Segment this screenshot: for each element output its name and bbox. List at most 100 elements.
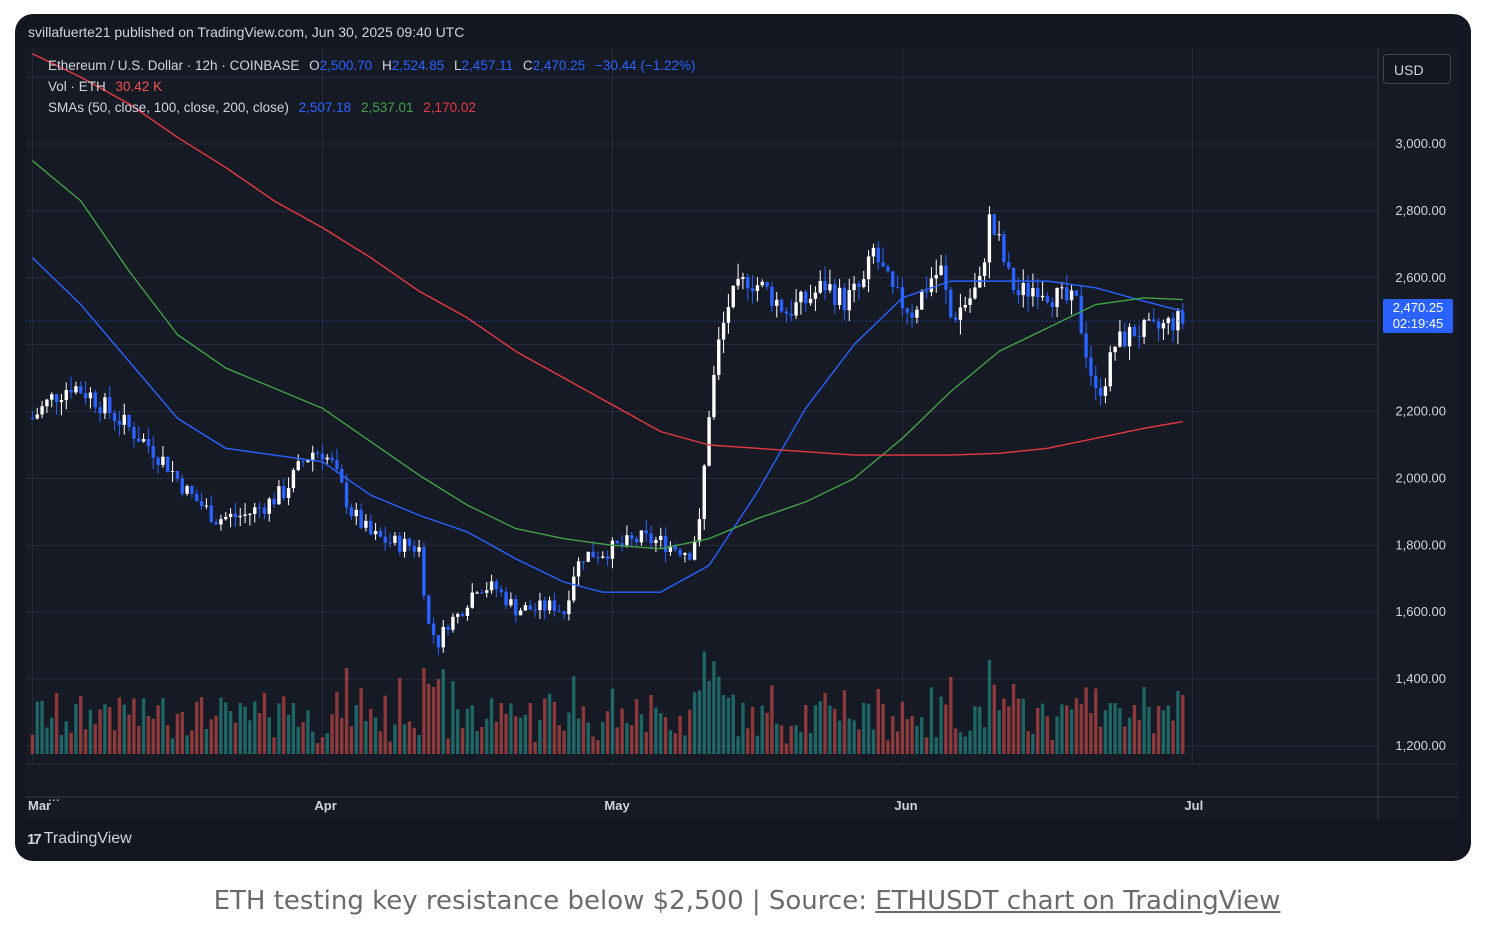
sma-label[interactable]: SMAs (50, close, 100, close, 200, close) (48, 100, 289, 115)
candle-body (514, 599, 518, 616)
volume-bar (224, 702, 228, 754)
volume-bar (586, 722, 590, 754)
candle-body (610, 540, 615, 559)
candle-body (1007, 262, 1011, 268)
volume-bar (813, 705, 818, 754)
candle-body (1060, 287, 1064, 289)
volume-bar (460, 728, 465, 754)
volume-bar (523, 714, 528, 754)
symbol-label[interactable]: Ethereum / U.S. Dollar · 12h · COINBASE (48, 58, 300, 73)
volume-bar (359, 688, 363, 754)
candle-body (166, 456, 170, 472)
candle-body (151, 445, 155, 458)
sma-line (31, 160, 1183, 550)
chart-svg[interactable]: 3,000.00 2,800.00 2,600.00 2,200.00 2,000.00… (26, 48, 1459, 819)
chart-pane[interactable]: 3,000.00 2,800.00 2,600.00 2,200.00 2,000.00… (26, 48, 1459, 819)
volume-bar (64, 721, 68, 754)
candle-body (93, 392, 97, 408)
volume-bar (765, 712, 769, 754)
volume-bar (330, 714, 334, 754)
volume-label[interactable]: Vol · ETH (48, 79, 106, 94)
caption-link[interactable]: ETHUSDT chart on TradingView (875, 886, 1281, 916)
volume-bar (180, 711, 184, 754)
volume-bar (354, 705, 358, 754)
volume-bar (852, 720, 856, 754)
volume-bar (992, 684, 996, 754)
candle-body (852, 283, 856, 291)
candle-body (306, 460, 310, 463)
volume-bar (228, 711, 233, 754)
volume-bar (349, 726, 354, 754)
candle-body (122, 414, 126, 425)
candle-body (523, 605, 528, 611)
candle-body (1103, 386, 1108, 396)
candle-body (591, 551, 595, 558)
volume-bar (871, 729, 876, 754)
candle-body (465, 607, 470, 616)
volume-bar (533, 741, 537, 754)
volume-bar (489, 698, 494, 754)
candle-body (944, 265, 948, 290)
candle-body (195, 493, 199, 502)
candle-body (891, 271, 895, 288)
volume-bar (296, 726, 300, 754)
volume-bar (1031, 733, 1035, 754)
volume-bar (45, 727, 49, 754)
volume-bar (538, 719, 542, 754)
volume-bar (557, 725, 561, 754)
volume-bar (683, 735, 687, 754)
candle-body (59, 400, 64, 403)
candle-body (726, 307, 731, 323)
candle-body (1079, 295, 1083, 334)
ohlc-legend: Ethereum / U.S. Dollar · 12h · COINBASE … (48, 58, 702, 73)
volume-bar (1055, 716, 1059, 754)
candle-body (688, 553, 692, 560)
candle-body (1045, 295, 1050, 303)
candle-body (456, 614, 460, 617)
volume-bar (862, 702, 866, 754)
candle-body (117, 420, 122, 425)
volume-bar (499, 702, 503, 754)
candle-body (185, 486, 189, 494)
volume-bar (987, 659, 992, 754)
volume-bar (1069, 709, 1074, 754)
volume-bar (238, 702, 242, 754)
more-indicators-button[interactable]: ... (48, 788, 60, 804)
tradingview-logo[interactable]: 17 TradingView (27, 830, 132, 848)
y-tick-label: 1,400.00 (1395, 671, 1446, 686)
candle-body (354, 509, 358, 517)
volume-bar (480, 726, 484, 754)
volume-bar (257, 713, 262, 754)
volume-bar (924, 737, 929, 754)
volume-bar (731, 694, 735, 754)
volume-bar (934, 737, 938, 754)
volume-bar (663, 716, 668, 754)
volume-bar (335, 691, 339, 754)
currency-button[interactable]: USD (1383, 54, 1451, 84)
volume-bar (949, 676, 953, 754)
volume-bar (35, 701, 39, 754)
volume-bar (847, 718, 851, 754)
candle-body (794, 302, 798, 316)
volume-bar (383, 695, 387, 754)
candle-body (702, 465, 706, 519)
volume-bar (605, 711, 610, 754)
volume-bar (625, 723, 629, 754)
caption-text: ETH testing key resistance below $2,500 … (213, 886, 876, 916)
y-tick-label: 2,000.00 (1395, 470, 1446, 485)
last-price-tag: 2,470.25 02:19:45 (1383, 299, 1453, 333)
candle-body (378, 531, 383, 537)
volume-bar (166, 725, 170, 754)
candle-body (69, 389, 73, 393)
volume-bar (876, 688, 880, 754)
candle-body (799, 291, 803, 303)
candle-body (398, 535, 402, 552)
candle-body (315, 452, 320, 454)
high-label: H (381, 58, 392, 73)
volume-bar (470, 705, 474, 754)
volume-bar (137, 725, 141, 754)
volume-bar (253, 701, 257, 754)
x-tick-label: Mar (28, 798, 51, 813)
candle-body (697, 518, 702, 542)
candle-body (1055, 288, 1059, 307)
